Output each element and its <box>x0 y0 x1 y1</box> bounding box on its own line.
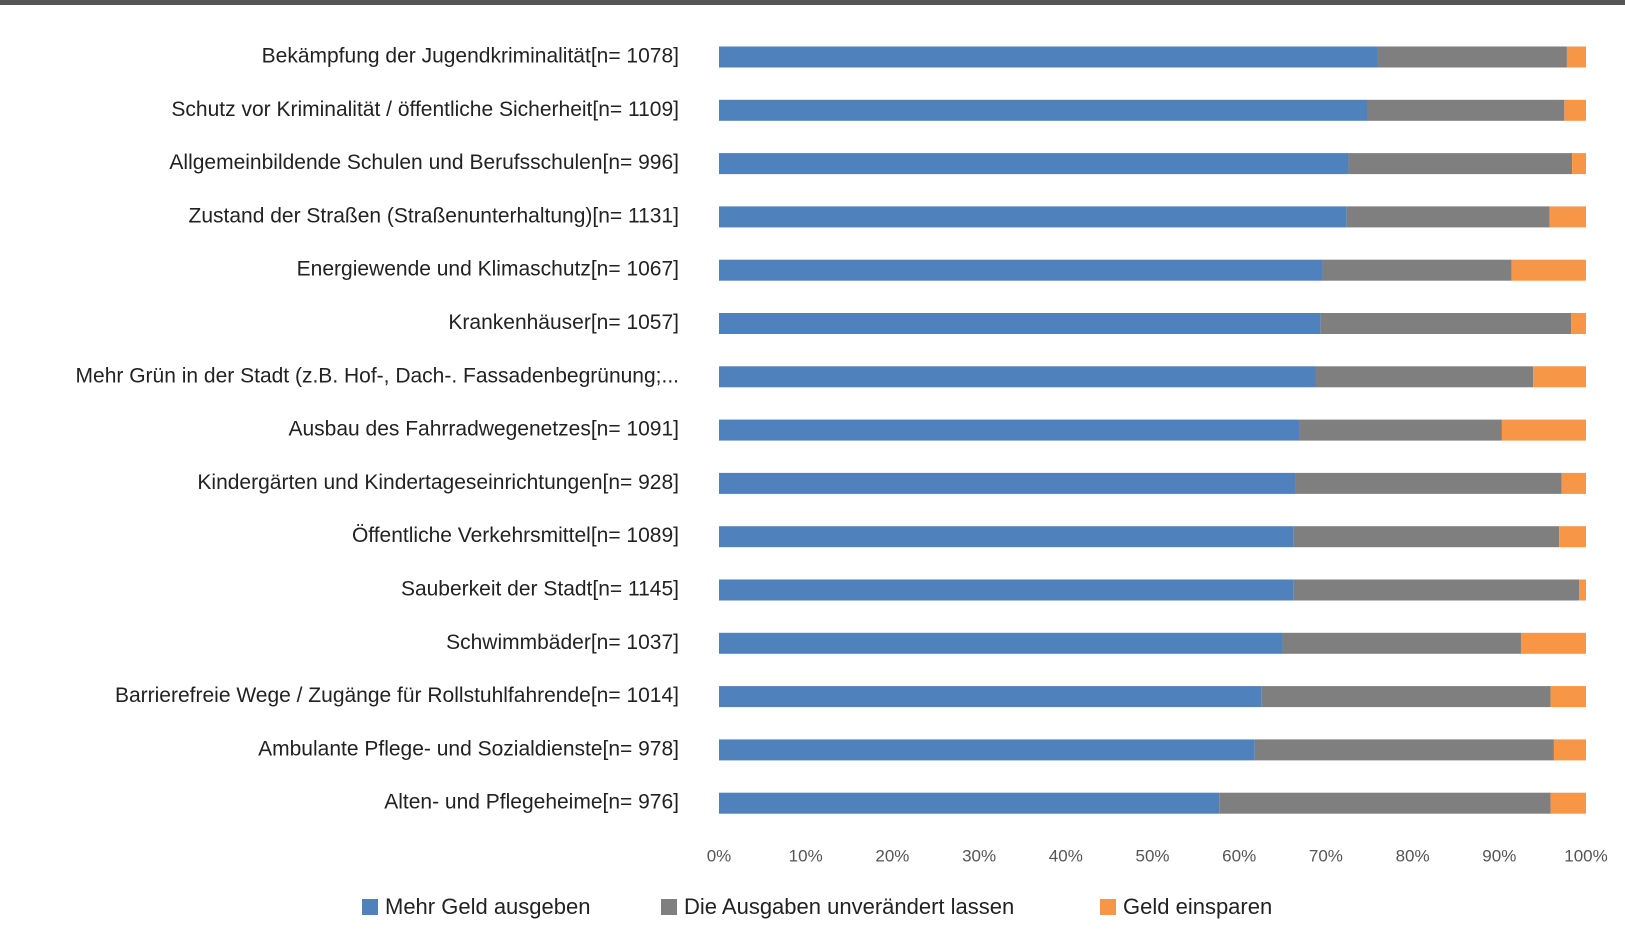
bar-segment <box>719 472 1296 494</box>
category-label: Bekämpfung der Jugendkriminalität[n= 107… <box>262 45 679 68</box>
category-label: Krankenhäuser[n= 1057] <box>448 311 679 334</box>
legend-label: Die Ausgaben unverändert lassen <box>684 894 1014 919</box>
bar-segment <box>1261 686 1551 708</box>
bar-segment <box>1346 206 1550 228</box>
bar-segment <box>1511 259 1586 281</box>
bar-segment <box>1293 526 1560 548</box>
bar-segment <box>719 153 1349 175</box>
bar-segment <box>1564 99 1586 121</box>
legend-label: Geld einsparen <box>1123 894 1272 919</box>
x-tick-label: 60% <box>1222 846 1256 865</box>
bar-segment <box>1571 313 1586 334</box>
category-label: Allgemeinbildende Schulen und Berufsschu… <box>169 151 679 174</box>
bar-segment <box>719 739 1255 761</box>
bar-segment <box>1579 579 1586 601</box>
category-label: Schutz vor Kriminalität / öffentliche Si… <box>171 98 679 121</box>
bar-segment <box>719 46 1378 68</box>
x-tick-label: 20% <box>875 846 909 865</box>
bar-segment <box>1322 259 1512 281</box>
category-label: Mehr Grün in der Stadt (z.B. Hof-, Dach-… <box>76 364 679 387</box>
bar-segment <box>1320 313 1572 334</box>
x-tick-label: 70% <box>1309 846 1343 865</box>
bar-segment <box>1254 739 1554 761</box>
top-edge <box>0 0 1625 5</box>
bar-segment <box>1566 46 1586 68</box>
category-label: Barrierefreie Wege / Zugänge für Rollstu… <box>115 684 679 707</box>
bar-segment <box>1550 792 1586 814</box>
bar-segment <box>1377 46 1567 68</box>
bar-segment <box>1299 419 1502 441</box>
bar-segment <box>1561 472 1586 494</box>
x-tick-label: 40% <box>1049 846 1083 865</box>
bar-segment <box>1549 206 1586 228</box>
bar-segment <box>719 526 1294 548</box>
bar-segment <box>1367 99 1565 121</box>
x-tick-label: 50% <box>1135 846 1169 865</box>
bar-segment <box>719 419 1300 441</box>
category-label: Zustand der Straßen (Straßenunterhaltung… <box>189 204 680 227</box>
bar-segment <box>1282 632 1521 654</box>
x-tick-label: 80% <box>1396 846 1430 865</box>
category-label: Alten- und Pflegeheime[n= 976] <box>384 791 679 814</box>
x-tick-label: 30% <box>962 846 996 865</box>
bar-segment <box>1559 526 1586 548</box>
bar-segment <box>719 632 1283 654</box>
bar-segment <box>1348 153 1573 175</box>
bar-segment <box>719 366 1316 388</box>
bar-segment <box>1533 366 1586 388</box>
bar-segment <box>1501 419 1586 441</box>
category-label: Öffentliche Verkehrsmittel[n= 1089] <box>352 524 679 547</box>
category-label: Ausbau des Fahrradwegenetzes[n= 1091] <box>288 418 679 441</box>
category-label: Energiewende und Klimaschutz[n= 1067] <box>297 258 679 281</box>
bar-segment <box>1293 579 1580 601</box>
bar-segment <box>719 99 1368 121</box>
bar-segment <box>719 313 1321 334</box>
category-label: Sauberkeit der Stadt[n= 1145] <box>401 578 679 601</box>
bar-segment <box>1295 472 1562 494</box>
bar-segment <box>1572 153 1586 175</box>
legend-label: Mehr Geld ausgeben <box>385 894 590 919</box>
legend-swatch <box>362 899 378 915</box>
bar-segment <box>1219 792 1551 814</box>
x-tick-label: 10% <box>789 846 823 865</box>
legend-swatch <box>661 899 677 915</box>
bar-segment <box>719 259 1323 281</box>
bar-segment <box>719 792 1220 814</box>
category-label: Schwimmbäder[n= 1037] <box>446 631 679 654</box>
bar-segment <box>1520 632 1586 654</box>
bar-segment <box>1553 739 1586 761</box>
legend-swatch <box>1100 899 1116 915</box>
bar-segment <box>1315 366 1534 388</box>
category-label: Kindergärten und Kindertageseinrichtunge… <box>197 471 679 494</box>
bar-segment <box>719 579 1294 601</box>
x-tick-label: 90% <box>1482 846 1516 865</box>
x-tick-label: 0% <box>707 846 732 865</box>
bar-segment <box>719 686 1262 708</box>
category-label: Ambulante Pflege- und Sozialdienste[n= 9… <box>258 737 679 760</box>
bar-segment <box>719 206 1347 228</box>
bar-segment <box>1550 686 1586 708</box>
x-tick-label: 100% <box>1564 846 1607 865</box>
